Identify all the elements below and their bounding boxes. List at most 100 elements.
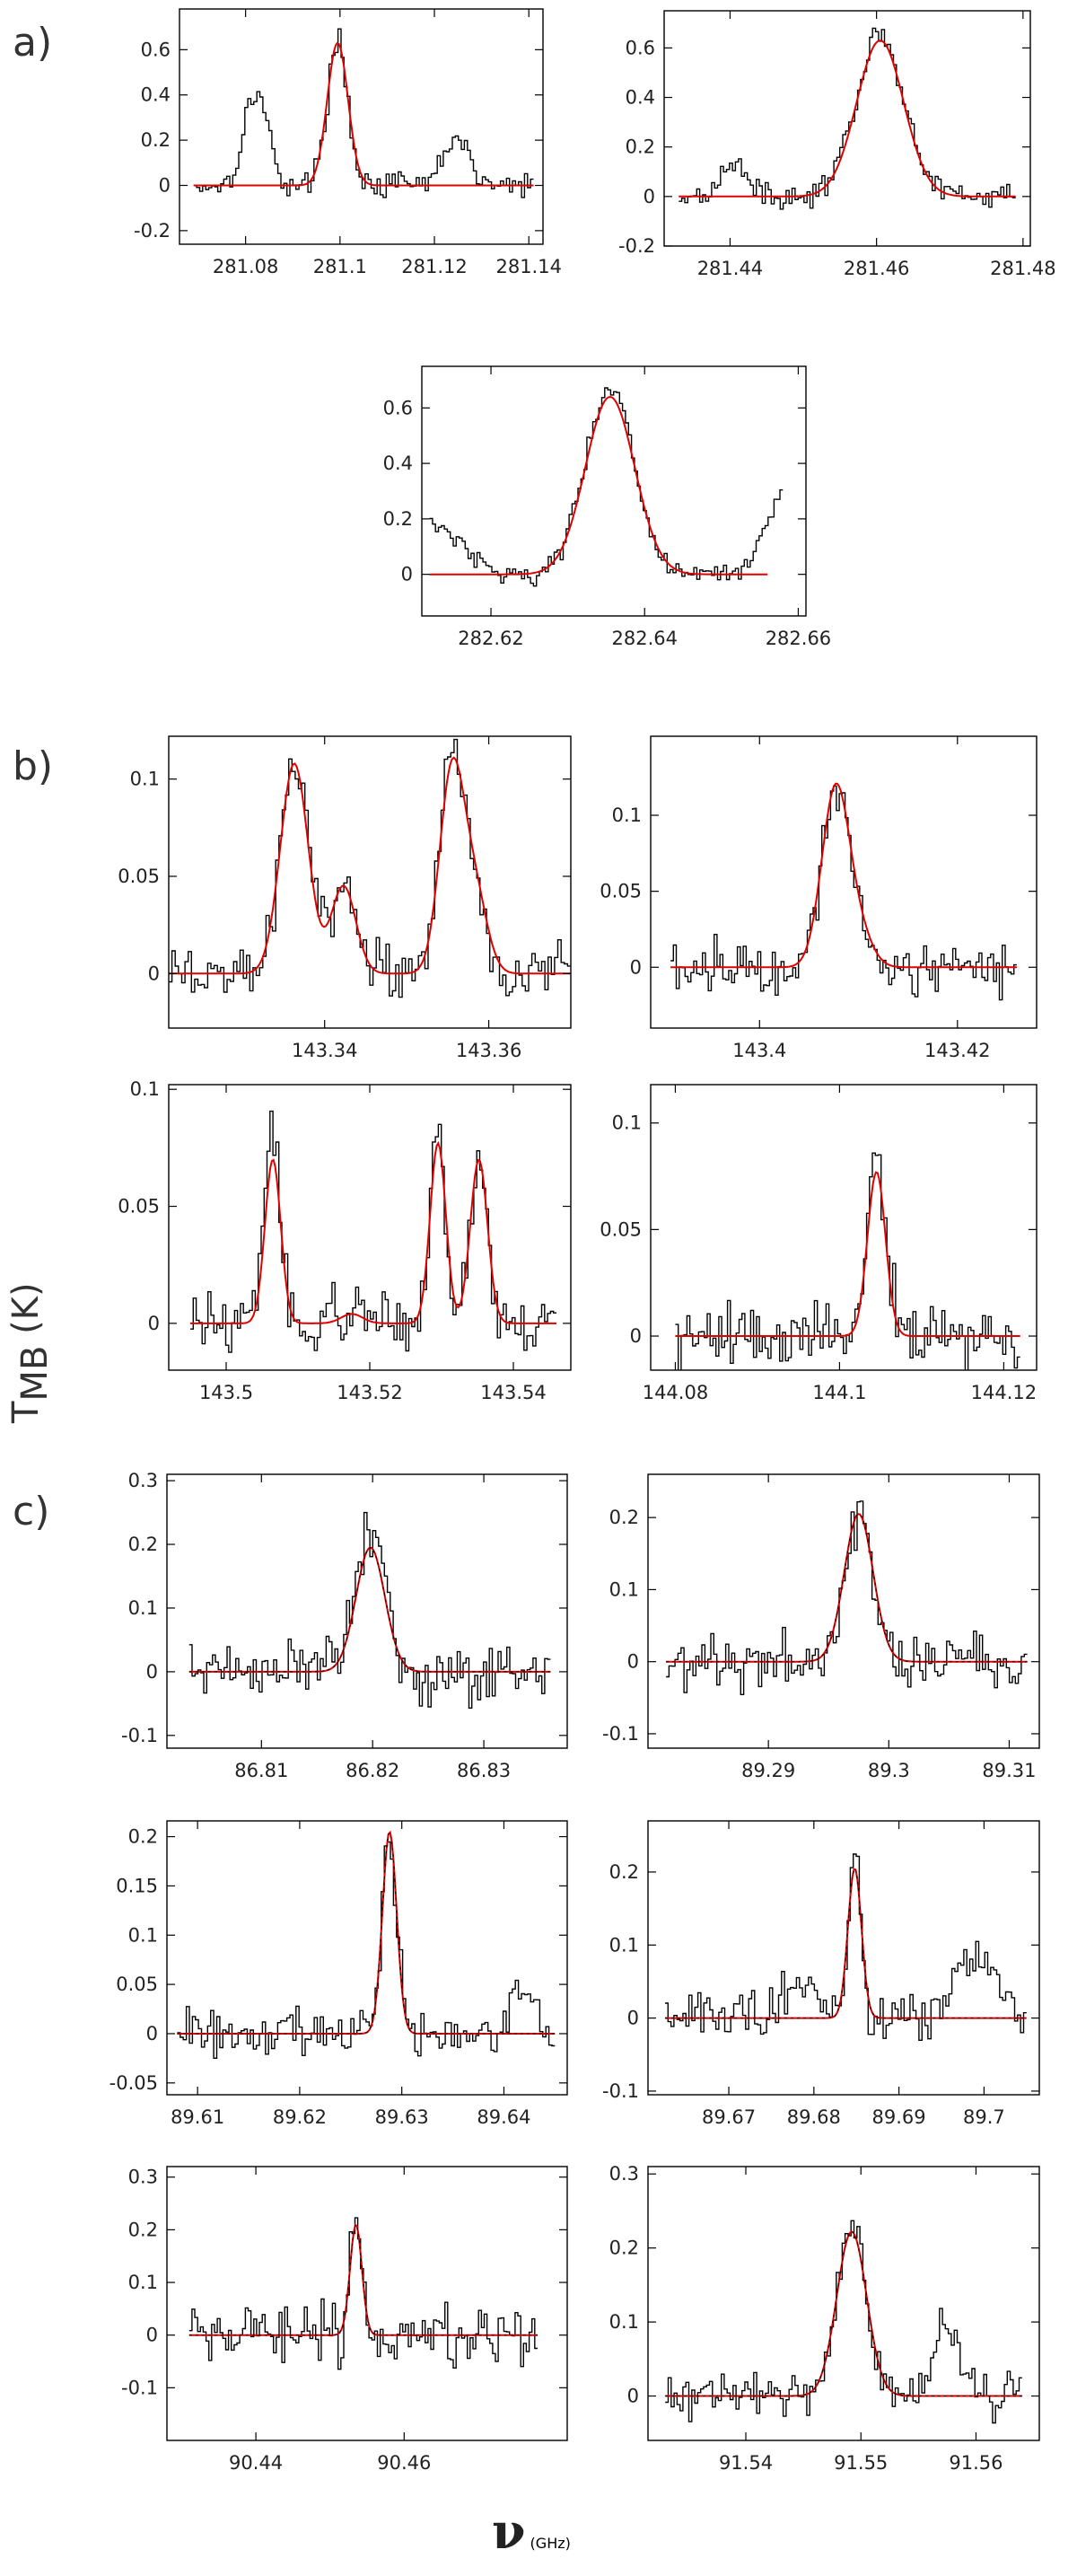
observed-spectrum-b3: [190, 1110, 556, 1353]
x-tick-label-b4-2: 144.12: [971, 1382, 1037, 1403]
panel-b3: 143.5 143.52 143.54 0 0.05 0.1: [118, 1078, 572, 1403]
x-tick-label-c3-3: 89.64: [477, 2106, 530, 2128]
x-label-symbol: ν: [492, 2502, 525, 2560]
plot-frame-c3: [166, 1820, 568, 2096]
y-tick-label-a3-1: 0.2: [383, 508, 413, 530]
observed-spectrum-c2: [666, 1500, 1028, 1695]
y-tick-label-c3-3: 0.1: [128, 1924, 158, 1946]
x-tick-label-c1-2: 86.83: [457, 1760, 511, 1781]
gaussian-fit-b4: [675, 1171, 1020, 1337]
panel-c3: 89.61 89.62 89.63 89.64 -0.05 0 0.05 0.1 0.15 0.2: [109, 1820, 568, 2128]
observed-spectrum-a1: [193, 28, 534, 198]
x-tick-label-a1-0: 281.08: [213, 256, 278, 277]
observed-spectrum-c4: [665, 1853, 1027, 2041]
x-label-unit: (GHz): [525, 2535, 570, 2552]
y-tick-label-b2-2: 0.1: [612, 804, 642, 826]
y-tick-label-b3-1: 0.05: [118, 1196, 160, 1218]
section-label-c: c): [13, 1489, 49, 1534]
model-fit-dashed-c5: [188, 2224, 538, 2336]
y-label-sub: MB: [14, 1346, 56, 1402]
y-tick-label-b1-2: 0.1: [130, 769, 160, 790]
x-tick-label-a2-2: 281.48: [990, 258, 1055, 279]
y-tick-label-c2-0: -0.1: [602, 1723, 639, 1745]
plot-frame-c6: [647, 2166, 1040, 2441]
x-tick-label-a3-2: 282.66: [766, 628, 831, 649]
panel-c2: 89.29 89.3 89.31 -0.1 0 0.1 0.2: [602, 1473, 1040, 1781]
y-tick-label-c1-3: 0.2: [128, 1534, 158, 1555]
y-tick-label-a2-2: 0.2: [626, 136, 655, 158]
model-fit-dashed-c1: [188, 1547, 551, 1673]
y-tick-label-b1-1: 0.05: [118, 866, 160, 887]
x-tick-label-c5-0: 90.44: [229, 2452, 283, 2474]
y-tick-label-c4-1: 0: [627, 2008, 639, 2029]
model-fit-dashed-c4: [665, 1868, 1027, 2019]
x-tick-label-a2-0: 281.44: [697, 258, 763, 279]
y-tick-label-a3-0: 0: [401, 564, 413, 585]
y-tick-label-c4-2: 0.1: [609, 1934, 639, 1956]
y-tick-label-c6-2: 0.2: [609, 2238, 639, 2259]
x-tick-label-c2-1: 89.3: [868, 1760, 910, 1781]
y-tick-label-c5-4: 0.3: [128, 2167, 158, 2188]
y-tick-label-b3-0: 0: [148, 1313, 160, 1334]
panel-b2: 143.4 143.42 0 0.05 0.1: [600, 735, 1038, 1061]
svg-text:TMB (K): TMB (K): [5, 1282, 56, 1424]
x-tick-label-b3-0: 143.5: [199, 1382, 253, 1403]
section-label-b: b): [13, 743, 53, 789]
y-tick-label-c6-1: 0.1: [609, 2311, 639, 2333]
x-tick-label-c2-2: 89.31: [982, 1760, 1036, 1781]
y-tick-label-b4-0: 0: [630, 1325, 642, 1347]
x-tick-label-c1-1: 86.82: [346, 1760, 399, 1781]
x-tick-label-c1-0: 86.81: [234, 1760, 288, 1781]
x-tick-label-b3-2: 143.54: [480, 1382, 546, 1403]
panel-b4: 144.08 144.1 144.12 0 0.05 0.1: [600, 1084, 1038, 1403]
model-fit-dashed-c6: [665, 2230, 1022, 2396]
y-tick-label-c3-5: 0.2: [128, 1826, 158, 1848]
x-tick-label-c6-0: 91.54: [719, 2452, 773, 2474]
y-tick-label-a1-1: 0: [159, 175, 171, 197]
observed-spectrum-b1: [169, 738, 571, 998]
y-tick-label-a2-3: 0.4: [626, 87, 655, 109]
y-tick-label-a2-4: 0.6: [626, 37, 655, 58]
x-tick-label-b4-1: 144.1: [812, 1382, 866, 1403]
gaussian-fit-b3: [190, 1140, 556, 1324]
y-tick-label-c6-3: 0.3: [609, 2163, 639, 2185]
y-tick-label-c1-2: 0.1: [128, 1597, 158, 1619]
y-tick-label-c4-0: -0.1: [602, 2080, 639, 2102]
observed-spectrum-c3: [177, 1841, 556, 2059]
x-tick-label-b4-0: 144.08: [643, 1382, 708, 1403]
y-tick-label-c1-4: 0.3: [128, 1470, 158, 1491]
observed-spectrum-c1: [188, 1511, 551, 1709]
y-tick-label-c5-0: -0.1: [121, 2377, 158, 2398]
y-tick-label-b2-0: 0: [630, 956, 642, 978]
y-tick-label-c3-4: 0.15: [116, 1875, 158, 1896]
panel-a3: 282.62 282.64 282.66 0 0.2 0.4 0.6: [383, 365, 831, 649]
gaussian-fit-a1: [193, 41, 534, 187]
x-tick-label-a2-1: 281.46: [844, 258, 909, 279]
panel-c5: 90.44 90.46 -0.1 0 0.1 0.2 0.3: [121, 2166, 568, 2474]
panel-a1: 281.08 281.1 281.12 281.14 -0.2 0 0.2 0.4 0.6: [134, 8, 562, 277]
y-tick-label-b1-0: 0: [148, 963, 160, 984]
model-fit-dashed-c2: [666, 1513, 1028, 1663]
gaussian-fit-c3: [177, 1830, 556, 2035]
y-tick-label-c2-2: 0.1: [609, 1578, 639, 1600]
plot-frame-b4: [650, 1084, 1038, 1371]
gaussian-fit-a3: [429, 396, 768, 576]
y-tick-label-a1-0: -0.2: [134, 220, 171, 242]
x-tick-label-b3-1: 143.52: [337, 1382, 402, 1403]
plot-frame-a2: [663, 10, 1031, 247]
x-tick-label-a1-3: 281.14: [495, 256, 561, 277]
y-tick-label-c4-3: 0.2: [609, 1861, 639, 1883]
y-tick-label-a1-4: 0.6: [141, 39, 171, 60]
y-tick-label-a1-2: 0.2: [141, 129, 171, 151]
x-tick-label-c6-1: 91.55: [834, 2452, 888, 2474]
gaussian-fit-b2: [670, 782, 1017, 969]
x-tick-label-c5-1: 90.46: [377, 2452, 431, 2474]
x-tick-label-a1-2: 281.12: [401, 256, 467, 277]
observed-spectrum-a3: [429, 387, 784, 587]
y-label-main: T: [5, 1401, 47, 1424]
gaussian-fit-a2: [679, 40, 1016, 198]
y-tick-label-c3-0: -0.05: [109, 2072, 158, 2094]
observed-spectrum-b2: [670, 785, 1017, 1001]
plot-frame-c2: [647, 1473, 1040, 1749]
